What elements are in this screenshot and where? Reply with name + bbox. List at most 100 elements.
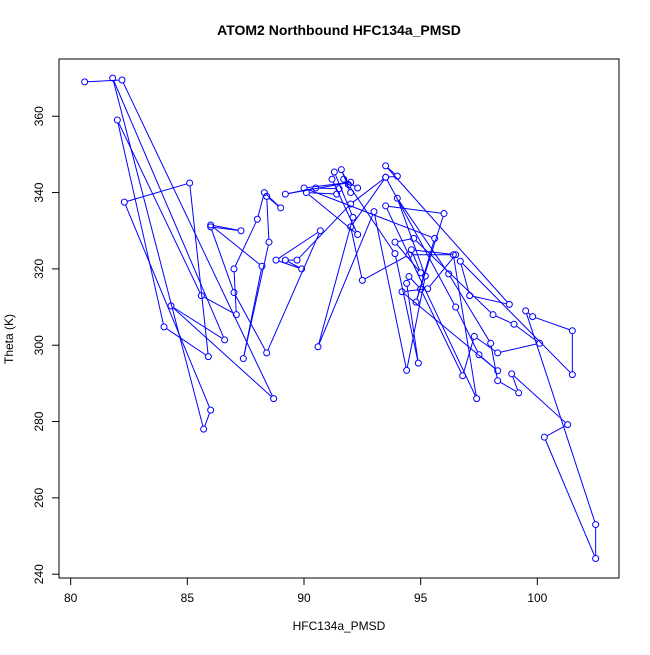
data-point [495, 378, 501, 384]
data-point [471, 333, 477, 339]
data-point [238, 228, 244, 234]
y-axis-label: Theta (K) [2, 314, 16, 364]
data-point [453, 304, 459, 310]
data-point [282, 257, 288, 263]
series-segment [113, 81, 202, 426]
chart-title: ATOM2 Northbound HFC134a_PMSD [217, 22, 461, 38]
series-segment [528, 313, 530, 315]
x-axis: 80 85 90 95 100 [64, 578, 548, 605]
x-tick-label: 100 [527, 591, 547, 605]
series-segment [236, 295, 266, 350]
data-point [355, 185, 361, 191]
data-point [273, 257, 279, 263]
y-axis: 240 260 280 300 320 340 360 [32, 106, 59, 584]
data-point [569, 328, 575, 334]
data-point [457, 258, 463, 264]
data-point [119, 77, 125, 83]
series-segment [514, 376, 565, 422]
data-point [383, 163, 389, 169]
data-point [371, 209, 377, 215]
series-segment [310, 193, 334, 194]
data-point [231, 266, 237, 272]
series-segment [399, 201, 447, 271]
data-point [264, 350, 270, 356]
x-tick-label: 95 [414, 591, 428, 605]
y-tick-label: 260 [32, 488, 46, 508]
x-tick-label: 85 [181, 591, 195, 605]
data-point [331, 169, 337, 175]
series-segment [389, 206, 441, 213]
data-point [516, 390, 522, 396]
data-point [495, 350, 501, 356]
data-point [254, 216, 260, 222]
series-segment [234, 272, 236, 311]
data-point [187, 180, 193, 186]
data-point [383, 174, 389, 180]
data-point [474, 396, 480, 402]
series-segment [500, 382, 515, 391]
series-segment [396, 257, 418, 360]
series-point-group [82, 75, 599, 561]
data-point [565, 422, 571, 428]
data-point [593, 522, 599, 528]
data-point [350, 214, 356, 220]
data-point [201, 426, 207, 432]
series-segment [127, 184, 186, 201]
series-segment [269, 198, 278, 205]
series-segment [119, 123, 200, 293]
x-tick-label: 90 [297, 591, 311, 605]
y-tick-label: 240 [32, 564, 46, 584]
series-segment [389, 176, 394, 177]
data-point [278, 205, 284, 211]
data-point [593, 556, 599, 562]
data-point [569, 372, 575, 378]
data-point [208, 407, 214, 413]
series-segment [123, 83, 272, 396]
series-segment [450, 277, 489, 341]
series-segment [398, 239, 410, 242]
data-point [404, 367, 410, 373]
series-segment [496, 316, 511, 323]
series-segment [404, 294, 495, 369]
x-tick-label: 80 [64, 591, 78, 605]
y-tick-label: 360 [32, 106, 46, 126]
data-point [315, 344, 321, 350]
data-point [82, 79, 88, 85]
data-point [488, 340, 494, 346]
data-point [348, 190, 354, 196]
series-segment [213, 227, 259, 264]
y-tick-label: 300 [32, 335, 46, 355]
data-point [282, 191, 288, 197]
data-point [432, 235, 438, 241]
data-point [530, 314, 536, 320]
series-segment [353, 180, 384, 224]
y-tick-label: 340 [32, 182, 46, 202]
data-point [392, 251, 398, 257]
data-point [541, 434, 547, 440]
data-point [121, 199, 127, 205]
data-point [509, 371, 515, 377]
series-segment [547, 426, 565, 436]
series-segment [190, 186, 208, 353]
series-segment [205, 413, 210, 426]
data-point [467, 293, 473, 299]
data-point [359, 277, 365, 283]
data-point [271, 396, 277, 402]
y-tick-label: 280 [32, 411, 46, 431]
data-point [231, 290, 237, 296]
series-segment [268, 234, 319, 350]
data-point [511, 321, 517, 327]
data-point [392, 239, 398, 245]
y-tick-label: 320 [32, 259, 46, 279]
series-segment [126, 205, 210, 407]
data-point [399, 289, 405, 295]
data-point [294, 257, 300, 263]
data-point [406, 274, 412, 280]
data-point [355, 232, 361, 238]
series-segment [501, 344, 537, 352]
series-line-group [88, 80, 596, 555]
data-point [338, 167, 344, 173]
series-segment [244, 269, 261, 355]
